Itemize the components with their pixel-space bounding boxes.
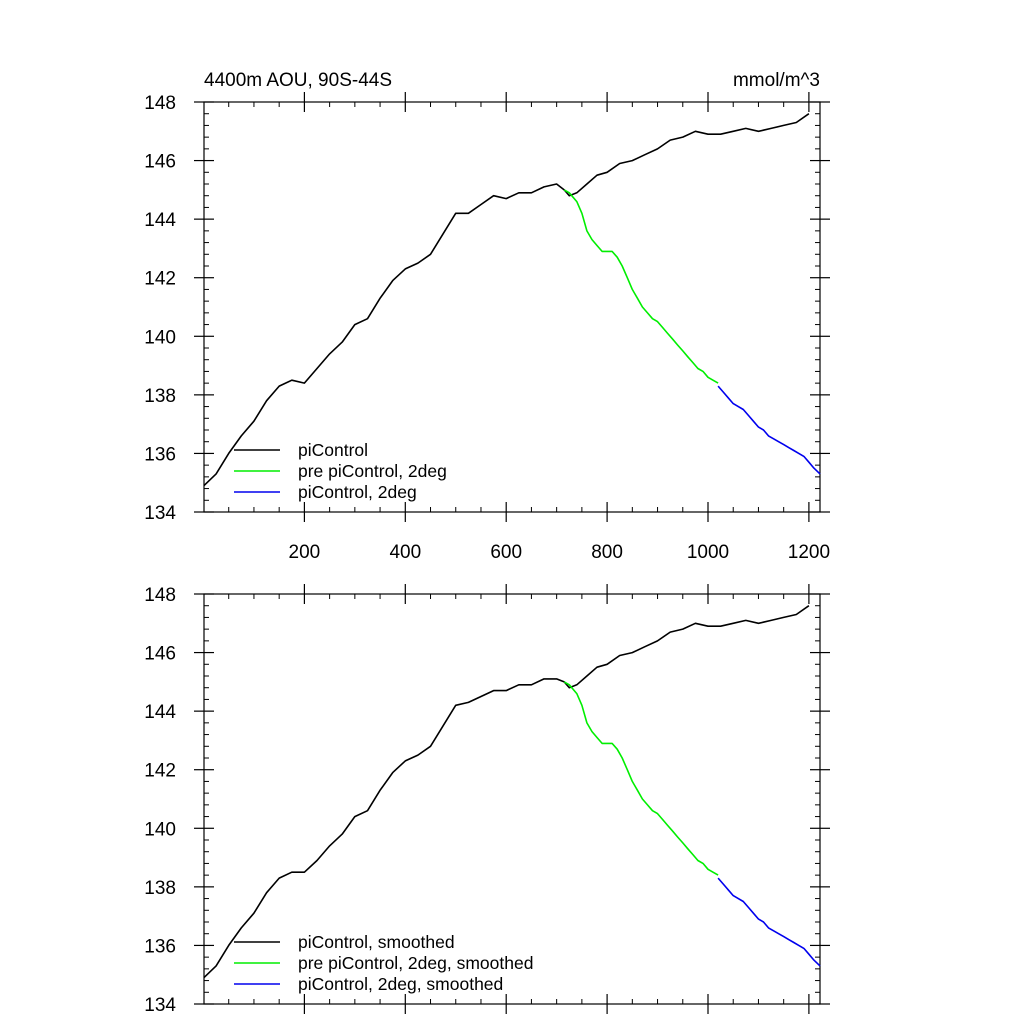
legend-label: pre piControl, 2deg bbox=[298, 461, 447, 481]
series-line-1 bbox=[203, 113, 810, 487]
series-line-2 bbox=[563, 681, 719, 876]
y-tick-label: 134 bbox=[144, 995, 176, 1016]
figure-title: 4400m AOU, 90S-44S bbox=[204, 70, 392, 91]
series-line-3 bbox=[717, 385, 821, 475]
x-tick-label: 800 bbox=[591, 542, 623, 563]
plot-frame bbox=[203, 593, 821, 1005]
y-tick-label: 148 bbox=[144, 585, 176, 606]
chart-panel-2: 134 136 138 140 142 144 146 148 piControl, smoot… bbox=[144, 584, 830, 1016]
y-tick-label: 136 bbox=[144, 936, 176, 957]
y-tick-label: 148 bbox=[144, 93, 176, 114]
y-tick-label: 140 bbox=[144, 327, 176, 348]
chart-panel-1: 200 400 600 800 1000 1200 134 136 138 140 142 144 14… bbox=[144, 92, 830, 563]
legend-label: piControl, 2deg, smoothed bbox=[298, 974, 503, 994]
legend-label: piControl, smoothed bbox=[298, 932, 455, 952]
units-label: mmol/m^3 bbox=[733, 70, 820, 91]
x-tick-label: 600 bbox=[490, 542, 522, 563]
legend-label: piControl, 2deg bbox=[298, 482, 417, 502]
y-tick-label: 140 bbox=[144, 819, 176, 840]
y-tick-label: 144 bbox=[144, 702, 176, 723]
plot-frame bbox=[203, 101, 821, 513]
y-tick-label: 136 bbox=[144, 444, 176, 465]
y-tick-label: 142 bbox=[144, 269, 176, 290]
y-tick-label: 146 bbox=[144, 644, 176, 665]
y-tick-label: 138 bbox=[144, 386, 176, 407]
x-tick-label: 400 bbox=[389, 542, 421, 563]
y-tick-label: 146 bbox=[144, 152, 176, 173]
panels: 200 400 600 800 1000 1200 134 136 138 140 142 144 14… bbox=[144, 92, 830, 1016]
x-tick-label: 200 bbox=[289, 542, 321, 563]
legend-label: piControl bbox=[298, 440, 368, 460]
series-line-2 bbox=[563, 189, 719, 384]
y-tick-label: 134 bbox=[144, 503, 176, 524]
y-tick-label: 144 bbox=[144, 210, 176, 231]
legend-label: pre piControl, 2deg, smoothed bbox=[298, 953, 533, 973]
series-line-3 bbox=[717, 877, 821, 967]
x-tick-label: 1000 bbox=[687, 542, 729, 563]
y-tick-label: 138 bbox=[144, 878, 176, 899]
y-tick-label: 142 bbox=[144, 761, 176, 782]
series-line-1 bbox=[203, 605, 810, 979]
x-tick-label: 1200 bbox=[788, 542, 830, 563]
